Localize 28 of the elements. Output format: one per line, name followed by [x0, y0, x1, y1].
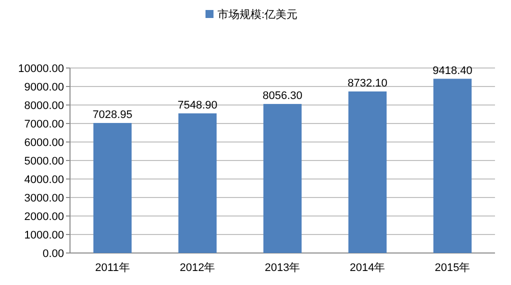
data-label: 8732.10: [348, 77, 388, 90]
y-tick-label: 0.00: [42, 248, 64, 260]
x-tick-label: 2015年: [434, 262, 470, 274]
y-tick-label: 7000.00: [24, 118, 64, 130]
y-tick-label: 10000.00: [18, 63, 64, 75]
data-label: 7548.90: [178, 99, 218, 112]
y-tick-label: 2000.00: [24, 211, 64, 223]
x-tick-label: 2013年: [264, 262, 300, 274]
data-label: 7028.95: [92, 108, 132, 121]
y-tick-label: 1000.00: [24, 230, 64, 242]
data-label: 8056.30: [262, 90, 302, 102]
bar: [348, 91, 387, 253]
y-tick-label: 8000.00: [24, 100, 64, 112]
data-label: 9418.40: [432, 64, 472, 77]
y-tick-label: 3000.00: [24, 192, 64, 204]
bar: [178, 113, 217, 253]
bar: [433, 78, 472, 253]
y-tick-label: 9000.00: [24, 82, 64, 94]
y-tick-label: 5000.00: [24, 156, 64, 168]
x-tick-label: 2012年: [180, 262, 216, 274]
bar: [93, 122, 132, 253]
x-tick-label: 2014年: [350, 262, 386, 274]
bar: [263, 104, 302, 253]
legend-label: 市场规模:亿美元: [218, 8, 298, 21]
y-tick-label: 6000.00: [24, 137, 64, 149]
legend: 市场规模:亿美元: [206, 9, 298, 21]
x-tick-label: 2011年: [95, 262, 130, 274]
y-tick-label: 4000.00: [24, 174, 64, 186]
